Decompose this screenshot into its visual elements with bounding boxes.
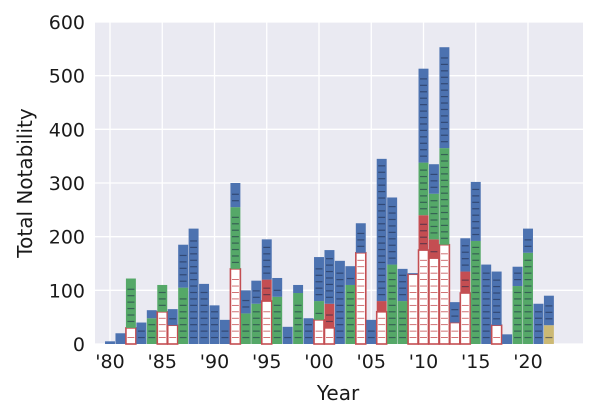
bar-segment-blue: [324, 250, 335, 304]
bar-segment-blue: [314, 257, 324, 302]
bar-segment-green: [314, 301, 324, 320]
bar-segment-blue: [449, 302, 460, 323]
x-tick-label: '05: [357, 351, 386, 373]
bar-segment-blue: [408, 273, 419, 275]
bar-segment-blue: [533, 303, 544, 344]
bar-segment-blue: [366, 319, 377, 344]
bar-segment-blue: [387, 197, 398, 265]
bar-segment-blue: [460, 238, 471, 272]
x-tick-label: '15: [461, 351, 490, 373]
bar-segment-blue: [240, 290, 251, 314]
bar-segment-red-outlined: [417, 249, 430, 345]
bar-segment-red-outlined: [156, 310, 169, 345]
bar-segment-green: [397, 301, 408, 344]
bars: [105, 47, 554, 345]
bar-segment-green: [345, 284, 356, 344]
bar-segment-red: [261, 279, 272, 302]
x-tick-label: '95: [252, 351, 281, 373]
bar-segment-blue: [418, 68, 429, 163]
y-tick-label: 0: [73, 334, 85, 356]
bar-segment-blue: [543, 295, 554, 326]
y-tick-label: 500: [49, 66, 85, 88]
bar-segment-green: [387, 264, 398, 344]
bar-segment-red-outlined: [313, 319, 325, 345]
bar-segment-green: [272, 296, 283, 344]
bar-segment-red-outlined: [229, 268, 242, 345]
bar-segment-blue: [219, 319, 230, 344]
bar-segment-blue: [146, 310, 157, 319]
bar-segment-green: [240, 313, 251, 344]
y-tick-label: 600: [49, 12, 85, 34]
bar-segment-blue: [230, 183, 241, 208]
bar-segment-blue: [470, 181, 481, 241]
bar-segment-green: [251, 303, 262, 344]
bar-segment-blue: [261, 239, 272, 280]
bar-segment-green: [178, 287, 189, 344]
bar-segment-green: [512, 286, 523, 344]
bar-segment-blue: [397, 268, 408, 302]
y-tick-label: 400: [49, 119, 85, 141]
bar-segment-blue: [334, 260, 345, 344]
bar-segment-blue: [491, 271, 502, 326]
bar-segment-blue: [481, 264, 492, 344]
x-axis-label: Year: [316, 381, 360, 405]
bar-segment-red-outlined: [438, 243, 451, 345]
bar-segment-red-outlined: [449, 321, 461, 345]
y-tick-label: 300: [49, 173, 85, 195]
bar-segment-red-outlined: [490, 324, 503, 345]
bar-segment-blue: [502, 334, 513, 344]
bar-segment-red: [324, 303, 335, 328]
bar-segment-red-outlined: [166, 324, 179, 345]
y-axis-ticks: 0 100 200 300 400 500 600: [49, 12, 85, 356]
bar-segment-blue: [115, 333, 126, 344]
y-axis-label: Total Notability: [13, 108, 37, 259]
bar-segment-red: [376, 301, 387, 312]
bar-segment-red: [460, 271, 471, 294]
bar-segment-red: [418, 215, 429, 251]
bar-segment-red-outlined: [407, 273, 419, 345]
bar-segment-green: [439, 148, 450, 245]
bar-segment-gold: [543, 325, 554, 344]
bar-segment-blue: [167, 309, 178, 326]
x-tick-label: '10: [409, 351, 438, 373]
bar-segment-red: [428, 239, 439, 259]
bar-segment-blue: [439, 47, 450, 149]
bar-segment-blue: [523, 228, 533, 253]
bar-segment-blue: [512, 266, 523, 287]
bar-segment-blue: [199, 283, 210, 344]
bar-segment-blue: [428, 164, 439, 194]
y-tick-label: 100: [49, 280, 85, 302]
x-tick-label: '00: [304, 351, 333, 373]
bar-segment-blue: [251, 280, 262, 304]
bar-segment-blue: [355, 223, 366, 253]
bar-segment-red-outlined: [375, 310, 388, 345]
x-tick-label: '20: [513, 351, 542, 373]
bar-segment-blue: [105, 341, 115, 344]
bar-segment-green: [230, 207, 241, 269]
bar-segment-blue: [282, 326, 293, 344]
bar-segment-blue: [178, 244, 189, 288]
bar-segment-green: [125, 278, 136, 328]
bar-segment-green: [428, 193, 439, 240]
bar-segment-blue: [345, 266, 356, 285]
x-tick-label: '80: [95, 351, 124, 373]
bar-segment-red-outlined: [125, 327, 137, 345]
x-tick-label: '90: [200, 351, 229, 373]
bar-segment-red-outlined: [323, 327, 336, 345]
x-axis-ticks: '80 '85 '90 '95 '00 '05 '10 '15 '20: [95, 351, 542, 373]
bar-segment-blue: [272, 277, 283, 297]
y-tick-label: 200: [49, 227, 85, 249]
bar-segment-blue: [136, 322, 147, 344]
x-tick-label: '85: [148, 351, 177, 373]
bar-segment-blue: [293, 284, 304, 294]
